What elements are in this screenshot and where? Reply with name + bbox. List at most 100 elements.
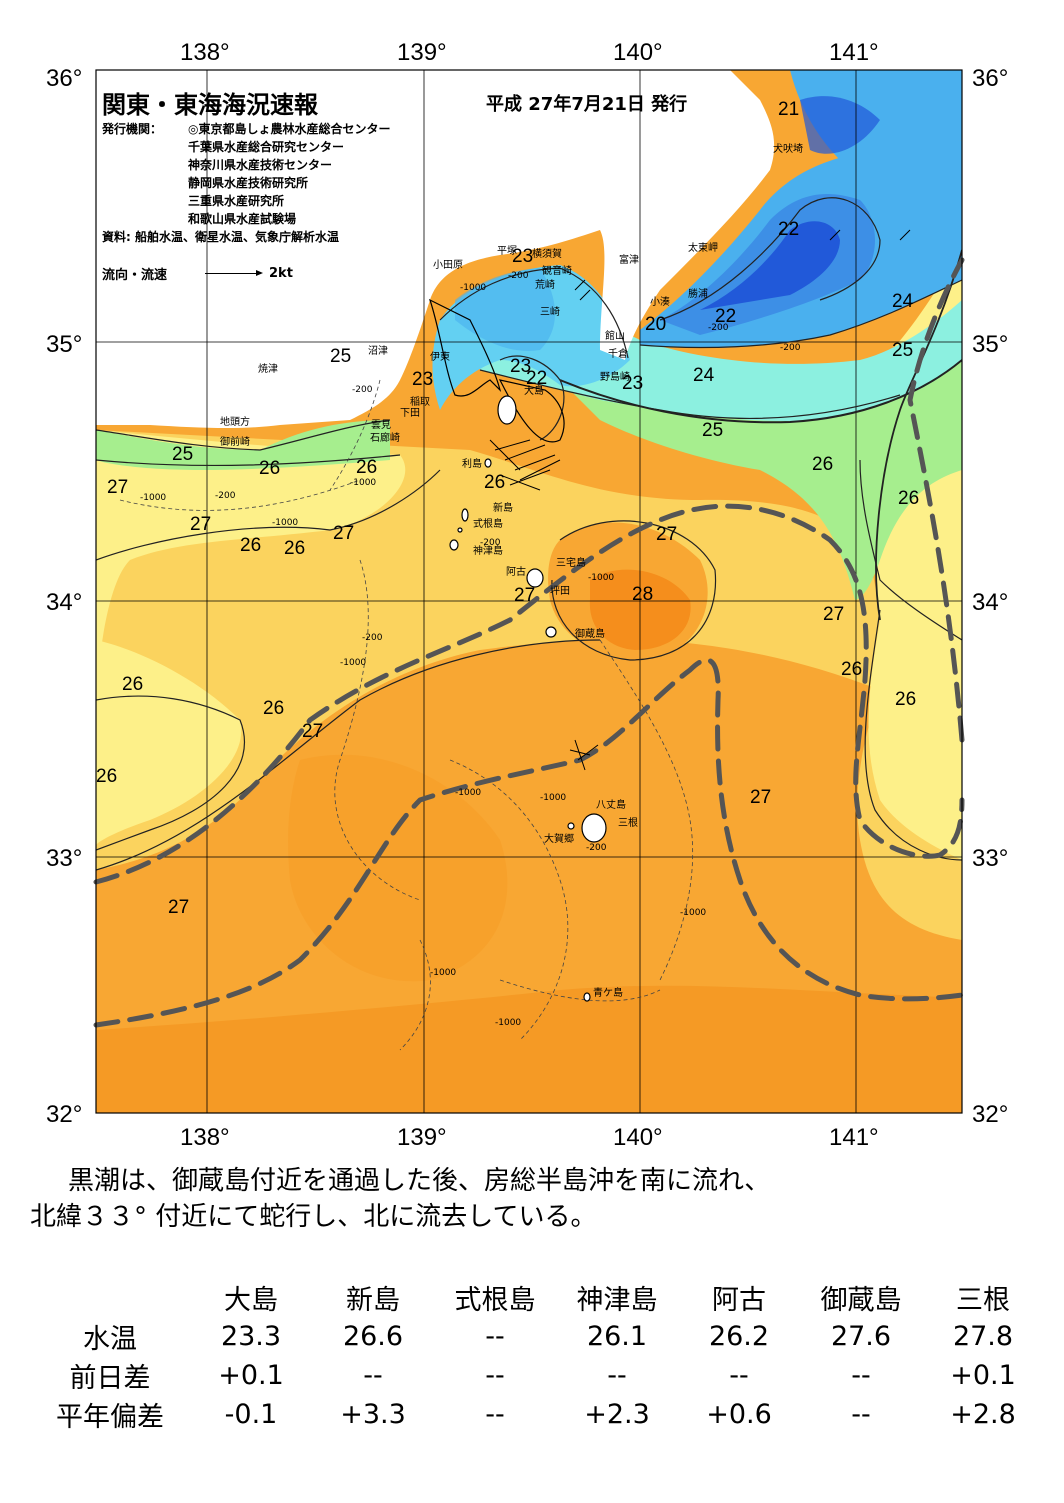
place-numazu: 沼津 xyxy=(368,344,388,357)
isotherm-label: 23 xyxy=(510,356,531,377)
isotherm-label: 23 xyxy=(412,369,433,390)
lon-label-141-bottom: 141° xyxy=(829,1124,879,1151)
graticule xyxy=(96,70,962,1113)
place-kannonzaki: 観音崎 xyxy=(542,264,572,277)
sea-temperature-map: 138° 139° 140° 141° 138° 139° 140° 141° … xyxy=(46,39,1008,1151)
isotherm-label: 26 xyxy=(898,488,919,509)
row-label: 水温 xyxy=(83,1324,137,1355)
flow-legend-label: 流向・流速 xyxy=(102,268,168,283)
place-chikura: 千倉 xyxy=(608,347,628,360)
depth-label: -200 xyxy=(362,633,383,643)
table-cell: -- xyxy=(485,1360,505,1391)
place-kouzushima: 神津島 xyxy=(473,544,503,557)
lon-label-138-bottom: 138° xyxy=(180,1124,230,1151)
miyakejima-island xyxy=(526,568,544,588)
place-shikinejima: 式根島 xyxy=(473,517,503,530)
isotherm-label: 27 xyxy=(656,524,677,545)
lat-label-34-right: 34° xyxy=(972,589,1008,616)
lat-label-35-right: 35° xyxy=(972,331,1008,358)
isotherm-label-east: 26 xyxy=(895,689,916,710)
hachijo-kojima-island xyxy=(567,822,575,830)
isotherm-label: 26 xyxy=(841,659,862,680)
place-niijima: 新島 xyxy=(493,501,513,514)
flow-legend: 流向・流速 2kt xyxy=(102,264,293,283)
latitude-labels-right: 36° 35° 34° 33° 32° xyxy=(972,65,1008,1128)
table-row: 平年偏差 -0.1 +3.3 -- +2.3 +0.6 -- +2.8 xyxy=(30,1395,1044,1434)
hachijojima-island xyxy=(581,813,607,843)
table-cell: 23.3 xyxy=(220,1321,282,1352)
isotherm-label: 21 xyxy=(778,99,799,120)
oshima-island xyxy=(497,395,517,425)
mikurajima-island xyxy=(545,626,557,638)
column-header: 神津島 xyxy=(576,1285,658,1316)
kouzushima-island xyxy=(449,539,459,551)
isotherm-label: 27 xyxy=(823,604,844,625)
depth-contours xyxy=(119,379,693,1051)
isotherm-label: 26 xyxy=(484,472,505,493)
depth-label: -200 xyxy=(352,385,373,395)
row-label: 平年偏差 xyxy=(56,1402,164,1433)
column-header: 御蔵島 xyxy=(820,1285,902,1316)
place-kumomi: 雲見 xyxy=(371,419,391,431)
isotherm-label: 26 xyxy=(812,454,833,475)
summary-line: 黒潮は、御蔵島付近を通過した後、房総半島沖を南に流れ、 xyxy=(68,1166,771,1196)
isotherm-label: 27 xyxy=(190,514,211,535)
isotherm-label: 27 xyxy=(333,523,354,544)
longitude-labels-top: 138° 139° 140° 141° xyxy=(180,39,879,66)
place-yokosuka: 横須賀 xyxy=(532,247,562,260)
issuer-block: 発行機関： ◎東京都島しょ農林水産総合センター 千葉県水産総合研究センター 神奈川… xyxy=(102,120,390,228)
isotherm-label: 27 xyxy=(750,787,771,808)
table-cell: -- xyxy=(851,1399,871,1430)
lon-label-139-top: 139° xyxy=(397,39,447,66)
isotherm-label: 25 xyxy=(892,340,913,361)
isotherm-label: 27 xyxy=(107,477,128,498)
lon-label-140-bottom: 140° xyxy=(613,1124,663,1151)
issuer-name: 和歌山県水産試験場 xyxy=(188,212,297,226)
table-cell: +0.1 xyxy=(950,1360,1016,1391)
lon-label-139-bottom: 139° xyxy=(397,1124,447,1151)
lat-label-33-right: 33° xyxy=(972,845,1008,872)
isotherm-label: 26 xyxy=(259,458,280,479)
place-nojimazaki: 野島崎 xyxy=(600,370,630,383)
depth-label: -1000 xyxy=(430,968,456,978)
isotherm-label: 25 xyxy=(702,420,723,441)
water-temperature-table: 大島 新島 式根島 神津島 阿古 御蔵島 三根 水温 23.3 26.6 -- … xyxy=(30,1278,1044,1434)
table-cell: +0.6 xyxy=(706,1399,772,1430)
niijima-island xyxy=(461,508,469,522)
map-frame xyxy=(95,69,963,1114)
issuers-label: 発行機関： xyxy=(102,122,163,136)
place-katsuura: 勝浦 xyxy=(688,287,708,300)
table-cell: -- xyxy=(485,1399,505,1430)
depth-label: -1000 xyxy=(588,573,614,583)
issue-date: 平成 27年7月21日 発行 xyxy=(486,94,688,115)
column-header: 式根島 xyxy=(454,1285,536,1316)
place-ito: 伊東 xyxy=(430,350,450,363)
table-cell: 26.1 xyxy=(586,1321,648,1352)
isotherm-label: 27 xyxy=(514,585,535,606)
lon-label-141-top: 141° xyxy=(829,39,879,66)
isotherm-label: 27 xyxy=(302,721,323,742)
place-futtsu: 富津 xyxy=(619,253,639,266)
issuer-line: 発行機関： ◎東京都島しょ農林水産総合センター xyxy=(102,120,390,138)
summary-line: 北緯３３° 付近にて蛇行し、北に流去している。 xyxy=(30,1202,597,1232)
issuer-name: 三重県水産研究所 xyxy=(188,194,285,208)
place-miyakejima: 三宅島 xyxy=(556,556,586,569)
issuer-name: 静岡県水産技術研究所 xyxy=(188,176,309,190)
flow-scale-arrow-icon xyxy=(205,270,264,276)
place-inubouzaki: 犬吠埼 xyxy=(773,142,803,155)
land-outlines xyxy=(428,298,607,1002)
place-arasaki: 荒崎 xyxy=(535,278,555,291)
lat-label-32-left: 32° xyxy=(46,1101,82,1128)
isotherm-label: 26 xyxy=(284,538,305,559)
isotherm-label: 24 xyxy=(693,365,715,386)
isotherm-label: 26 xyxy=(122,674,143,695)
place-shimoda: 下田 xyxy=(400,408,420,419)
lat-label-33-left: 33° xyxy=(46,845,82,872)
table-cell: -0.1 xyxy=(224,1399,278,1430)
table-cell: 27.8 xyxy=(952,1321,1014,1352)
depth-label: -1000 xyxy=(680,908,706,918)
place-inatori: 稲取 xyxy=(410,396,430,408)
isotherm-label: 22 xyxy=(715,306,736,327)
depth-label: -200 xyxy=(480,538,501,548)
isotherm-label: 22 xyxy=(778,219,799,240)
